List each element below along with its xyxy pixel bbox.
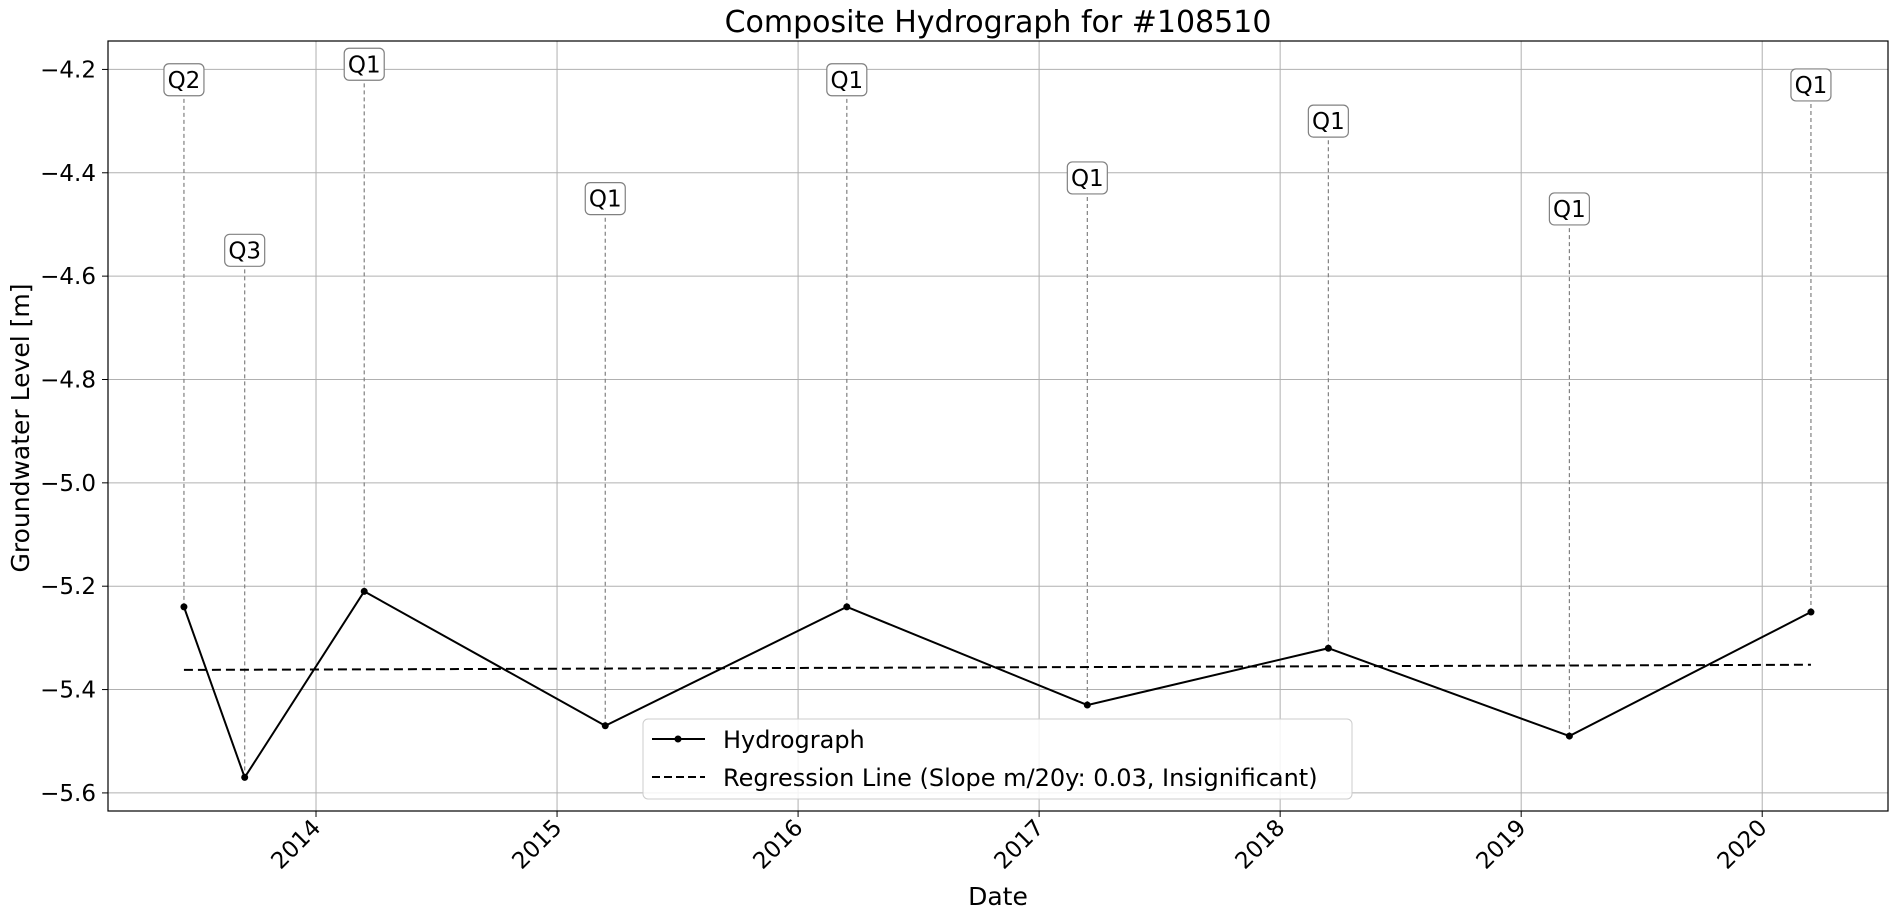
annotation-box <box>163 63 205 97</box>
annotation-box <box>1548 192 1590 226</box>
plot-frame <box>107 40 1889 812</box>
annotation-label: Q1 <box>348 52 381 78</box>
annotation-box <box>826 63 868 97</box>
x-tick-label: 2016 <box>749 815 809 875</box>
hydrograph-point <box>360 587 368 595</box>
chart-title: Composite Hydrograph for #108510 <box>725 5 1272 40</box>
annotation-box <box>1790 68 1832 102</box>
hydrograph-point <box>1083 701 1091 709</box>
x-axis-label: Date <box>968 882 1028 911</box>
annotation-box <box>1307 104 1349 138</box>
hydrograph-point <box>241 773 249 781</box>
legend-box <box>642 718 1353 800</box>
annotation-label: Q3 <box>228 238 261 264</box>
hydrograph-point <box>1565 732 1573 740</box>
hydrograph-point <box>180 603 188 611</box>
annotation-label: Q1 <box>830 68 863 94</box>
annotation-stem-layer <box>183 80 1812 778</box>
x-tick-label: 2014 <box>266 815 326 875</box>
hydrograph-point <box>601 722 609 730</box>
hydrograph-point <box>843 603 851 611</box>
annotation-label: Q1 <box>1553 197 1586 223</box>
regression-line <box>183 663 1811 671</box>
y-tick-label: −4.4 <box>40 161 96 187</box>
annotation-box <box>584 182 626 216</box>
y-tick-label: −4.2 <box>40 57 96 83</box>
x-tick-label: 2019 <box>1472 815 1532 875</box>
annotation-label: Q1 <box>589 187 622 213</box>
grid-layer <box>108 41 1888 811</box>
hydrograph-point <box>1324 644 1332 652</box>
y-tick-label: −5.2 <box>40 574 96 600</box>
annotation-label: Q1 <box>1071 166 1104 192</box>
annotation-label: Q1 <box>1795 73 1828 99</box>
annotation-box <box>224 233 266 267</box>
annotation-label: Q1 <box>1312 109 1345 135</box>
y-tick-label: −5.0 <box>40 471 96 497</box>
annotation-layer: Q2 Q3 Q1 Q1 Q1 Q1 Q1 Q1 Q1 <box>163 47 1832 267</box>
y-tick-label: −5.4 <box>40 678 96 704</box>
x-tick-label: 2015 <box>508 815 568 875</box>
y-tick-label: −4.6 <box>40 264 96 290</box>
annotation-box <box>343 47 385 81</box>
legend-hydrograph-label: Hydrograph <box>723 726 865 754</box>
legend: Hydrograph Regression Line (Slope m/20y: … <box>642 718 1353 800</box>
x-tick-label: 2020 <box>1713 815 1773 875</box>
x-tick-label: 2018 <box>1231 815 1291 875</box>
x-tick-label: 2017 <box>990 815 1050 875</box>
series-layer <box>180 587 1815 781</box>
legend-regression-label: Regression Line (Slope m/20y: 0.03, Insi… <box>723 764 1318 792</box>
annotation-label: Q2 <box>168 68 201 94</box>
y-axis-label: Groundwater Level [m] <box>6 284 35 573</box>
y-tick-label: −5.6 <box>40 781 96 807</box>
y-tick-label: −4.8 <box>40 367 96 393</box>
annotation-box <box>1066 161 1108 195</box>
hydrograph-point <box>1807 608 1815 616</box>
legend-hydrograph-marker <box>674 735 682 743</box>
